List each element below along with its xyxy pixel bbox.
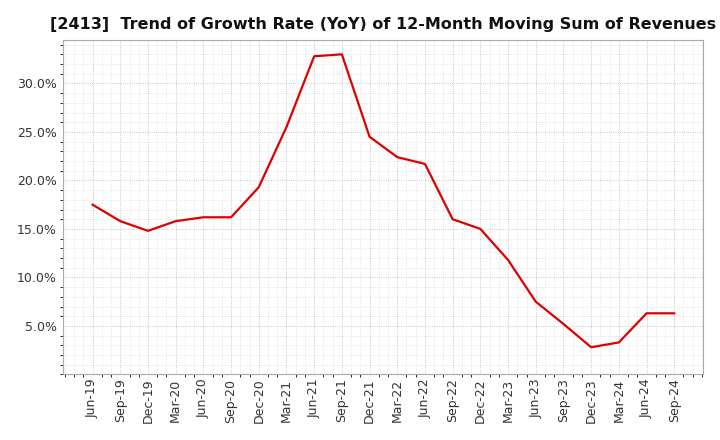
Title: [2413]  Trend of Growth Rate (YoY) of 12-Month Moving Sum of Revenues: [2413] Trend of Growth Rate (YoY) of 12-… bbox=[50, 17, 716, 32]
